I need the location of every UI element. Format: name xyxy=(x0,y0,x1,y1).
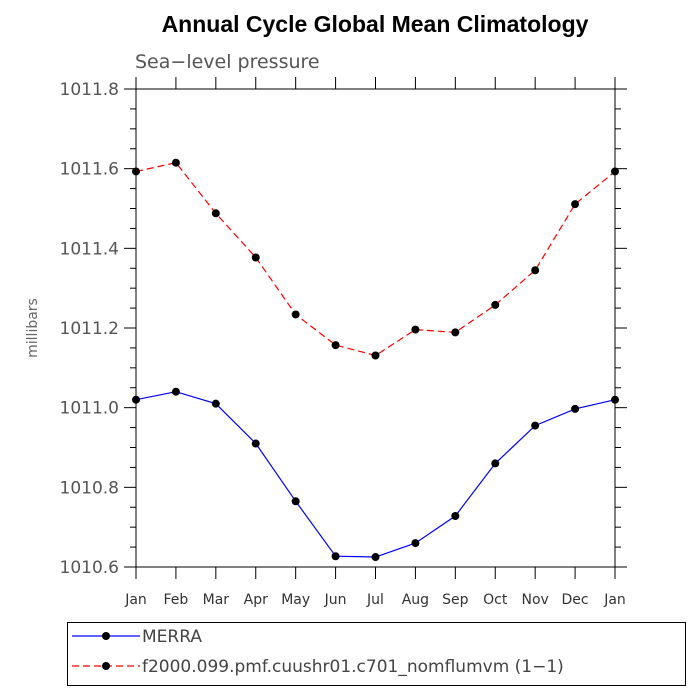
legend-marker-1 xyxy=(102,632,110,640)
x-tick-label: Jun xyxy=(324,592,347,608)
x-tick-label: May xyxy=(281,592,310,608)
y-tick-label: 1011.6 xyxy=(60,160,119,180)
data-point-series-2 xyxy=(571,200,580,209)
legend-marker-2 xyxy=(102,662,110,670)
data-point-series-1 xyxy=(571,404,580,413)
x-tick-label: Mar xyxy=(203,592,230,608)
data-point-series-1 xyxy=(132,395,140,404)
data-point-series-2 xyxy=(331,341,340,350)
y-tick-label: 1010.6 xyxy=(60,558,119,578)
y-axis-label: millibars xyxy=(25,298,41,358)
data-point-series-1 xyxy=(251,439,260,448)
legend-label-2: f2000.099.pmf.cuushr01.c701_nomflumvm (1… xyxy=(142,657,564,677)
legend-box xyxy=(67,622,686,686)
data-point-series-2 xyxy=(251,253,260,262)
y-tick-label: 1011.2 xyxy=(60,319,119,339)
data-point-series-2 xyxy=(451,328,460,337)
x-tick-label: Sep xyxy=(442,592,469,608)
data-point-series-2 xyxy=(132,167,140,176)
y-tick-label: 1010.8 xyxy=(60,478,119,498)
x-tick-label: Oct xyxy=(483,592,508,608)
data-point-series-2 xyxy=(491,300,500,309)
series-line-2 xyxy=(135,162,616,357)
data-point-series-2 xyxy=(531,266,540,275)
x-tick-label: Feb xyxy=(164,592,189,608)
plot-frame xyxy=(135,88,616,568)
data-point-series-1 xyxy=(371,553,380,562)
x-tick-label: Nov xyxy=(522,592,549,608)
data-point-series-1 xyxy=(451,512,460,521)
data-point-series-1 xyxy=(491,459,500,468)
data-point-series-2 xyxy=(411,325,420,334)
x-tick-label: Apr xyxy=(244,592,268,608)
data-point-series-1 xyxy=(531,421,540,430)
x-tick-label: Jan xyxy=(124,592,147,608)
data-point-series-1 xyxy=(331,552,340,561)
chart-title: Annual Cycle Global Mean Climatology xyxy=(162,11,589,37)
chart-subtitle: Sea−level pressure xyxy=(135,51,320,73)
y-tick-label: 1011.4 xyxy=(60,239,119,259)
data-point-series-1 xyxy=(291,497,300,506)
data-point-series-1 xyxy=(171,387,180,396)
x-tick-label: Jul xyxy=(366,592,384,608)
plot-area: 1010.6 1010.8 1011.0 1011.2 1011.4 1011.6 1011… xyxy=(60,77,627,608)
legend: MERRA f2000.099.pmf.cuushr01.c701_nomflum… xyxy=(67,622,686,686)
data-point-series-2 xyxy=(211,209,220,218)
x-tick-label: Aug xyxy=(402,592,429,608)
y-tick-label: 1011.0 xyxy=(60,399,119,419)
legend-label-1: MERRA xyxy=(142,627,202,647)
data-point-series-2 xyxy=(291,310,300,319)
data-point-series-1 xyxy=(411,539,420,548)
data-point-series-2 xyxy=(171,158,180,167)
series-line-1 xyxy=(135,391,616,558)
data-point-series-1 xyxy=(211,399,220,408)
data-point-series-2 xyxy=(611,167,619,176)
x-tick-label: Dec xyxy=(562,592,589,608)
data-point-series-1 xyxy=(611,395,619,404)
x-tick-label: Jan xyxy=(603,592,626,608)
y-tick-label: 1011.8 xyxy=(60,80,119,100)
data-point-series-2 xyxy=(371,351,380,360)
